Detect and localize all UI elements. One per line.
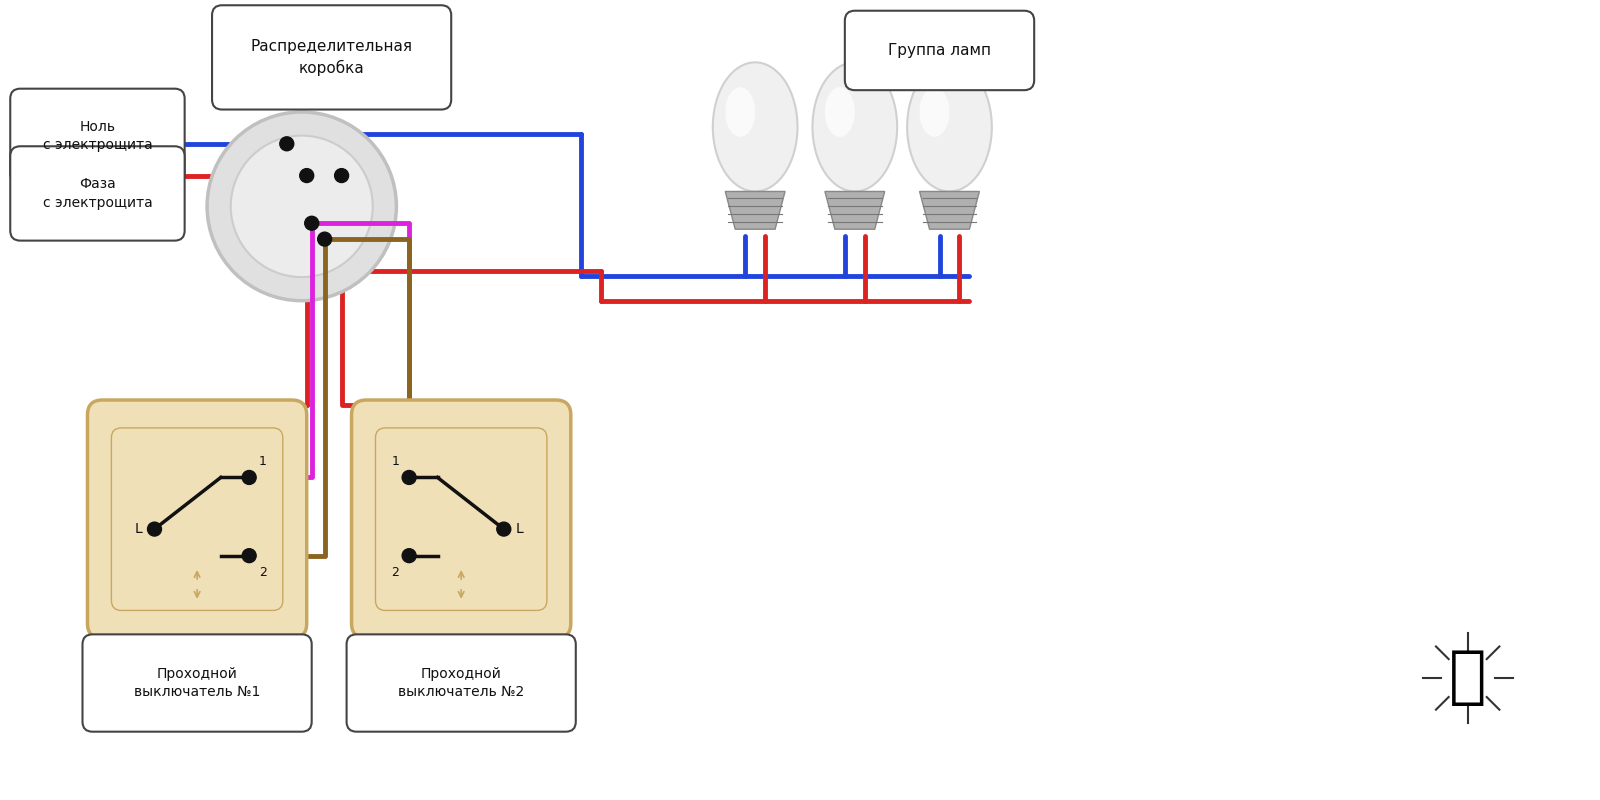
- Circle shape: [318, 232, 331, 246]
- Polygon shape: [826, 191, 885, 229]
- Text: Ноль
с электрощита: Ноль с электрощита: [43, 120, 152, 152]
- Ellipse shape: [826, 87, 854, 137]
- Polygon shape: [920, 191, 979, 229]
- FancyBboxPatch shape: [88, 400, 307, 638]
- Text: Группа ламп: Группа ламп: [888, 43, 990, 58]
- Text: Проходной
выключатель №2: Проходной выключатель №2: [398, 667, 525, 699]
- FancyBboxPatch shape: [352, 400, 571, 638]
- Text: 1: 1: [259, 454, 267, 467]
- Ellipse shape: [907, 62, 992, 191]
- Circle shape: [299, 169, 314, 182]
- FancyBboxPatch shape: [10, 146, 184, 241]
- FancyBboxPatch shape: [845, 10, 1034, 90]
- Text: Распределительная
коробка: Распределительная коробка: [251, 39, 413, 76]
- Circle shape: [206, 112, 397, 301]
- Circle shape: [304, 216, 318, 230]
- FancyBboxPatch shape: [83, 634, 312, 732]
- Text: Проходной
выключатель №1: Проходной выключатель №1: [134, 667, 261, 699]
- FancyBboxPatch shape: [213, 6, 451, 110]
- Circle shape: [402, 470, 416, 485]
- Text: Фаза
с электрощита: Фаза с электрощита: [43, 178, 152, 210]
- Ellipse shape: [813, 62, 898, 191]
- Text: L: L: [515, 522, 523, 536]
- Text: 2: 2: [392, 566, 398, 578]
- Circle shape: [242, 470, 256, 485]
- Circle shape: [402, 549, 416, 562]
- Circle shape: [242, 549, 256, 562]
- Circle shape: [147, 522, 162, 536]
- Circle shape: [334, 169, 349, 182]
- Text: 🤞: 🤞: [1450, 648, 1486, 708]
- Ellipse shape: [920, 87, 949, 137]
- Text: L: L: [134, 522, 142, 536]
- Text: 2: 2: [259, 566, 267, 578]
- Circle shape: [230, 135, 373, 277]
- Circle shape: [280, 137, 294, 150]
- Ellipse shape: [725, 87, 755, 137]
- Circle shape: [498, 522, 510, 536]
- Ellipse shape: [714, 62, 797, 191]
- Polygon shape: [725, 191, 786, 229]
- FancyBboxPatch shape: [10, 89, 184, 183]
- FancyBboxPatch shape: [347, 634, 576, 732]
- Text: 1: 1: [392, 454, 398, 467]
